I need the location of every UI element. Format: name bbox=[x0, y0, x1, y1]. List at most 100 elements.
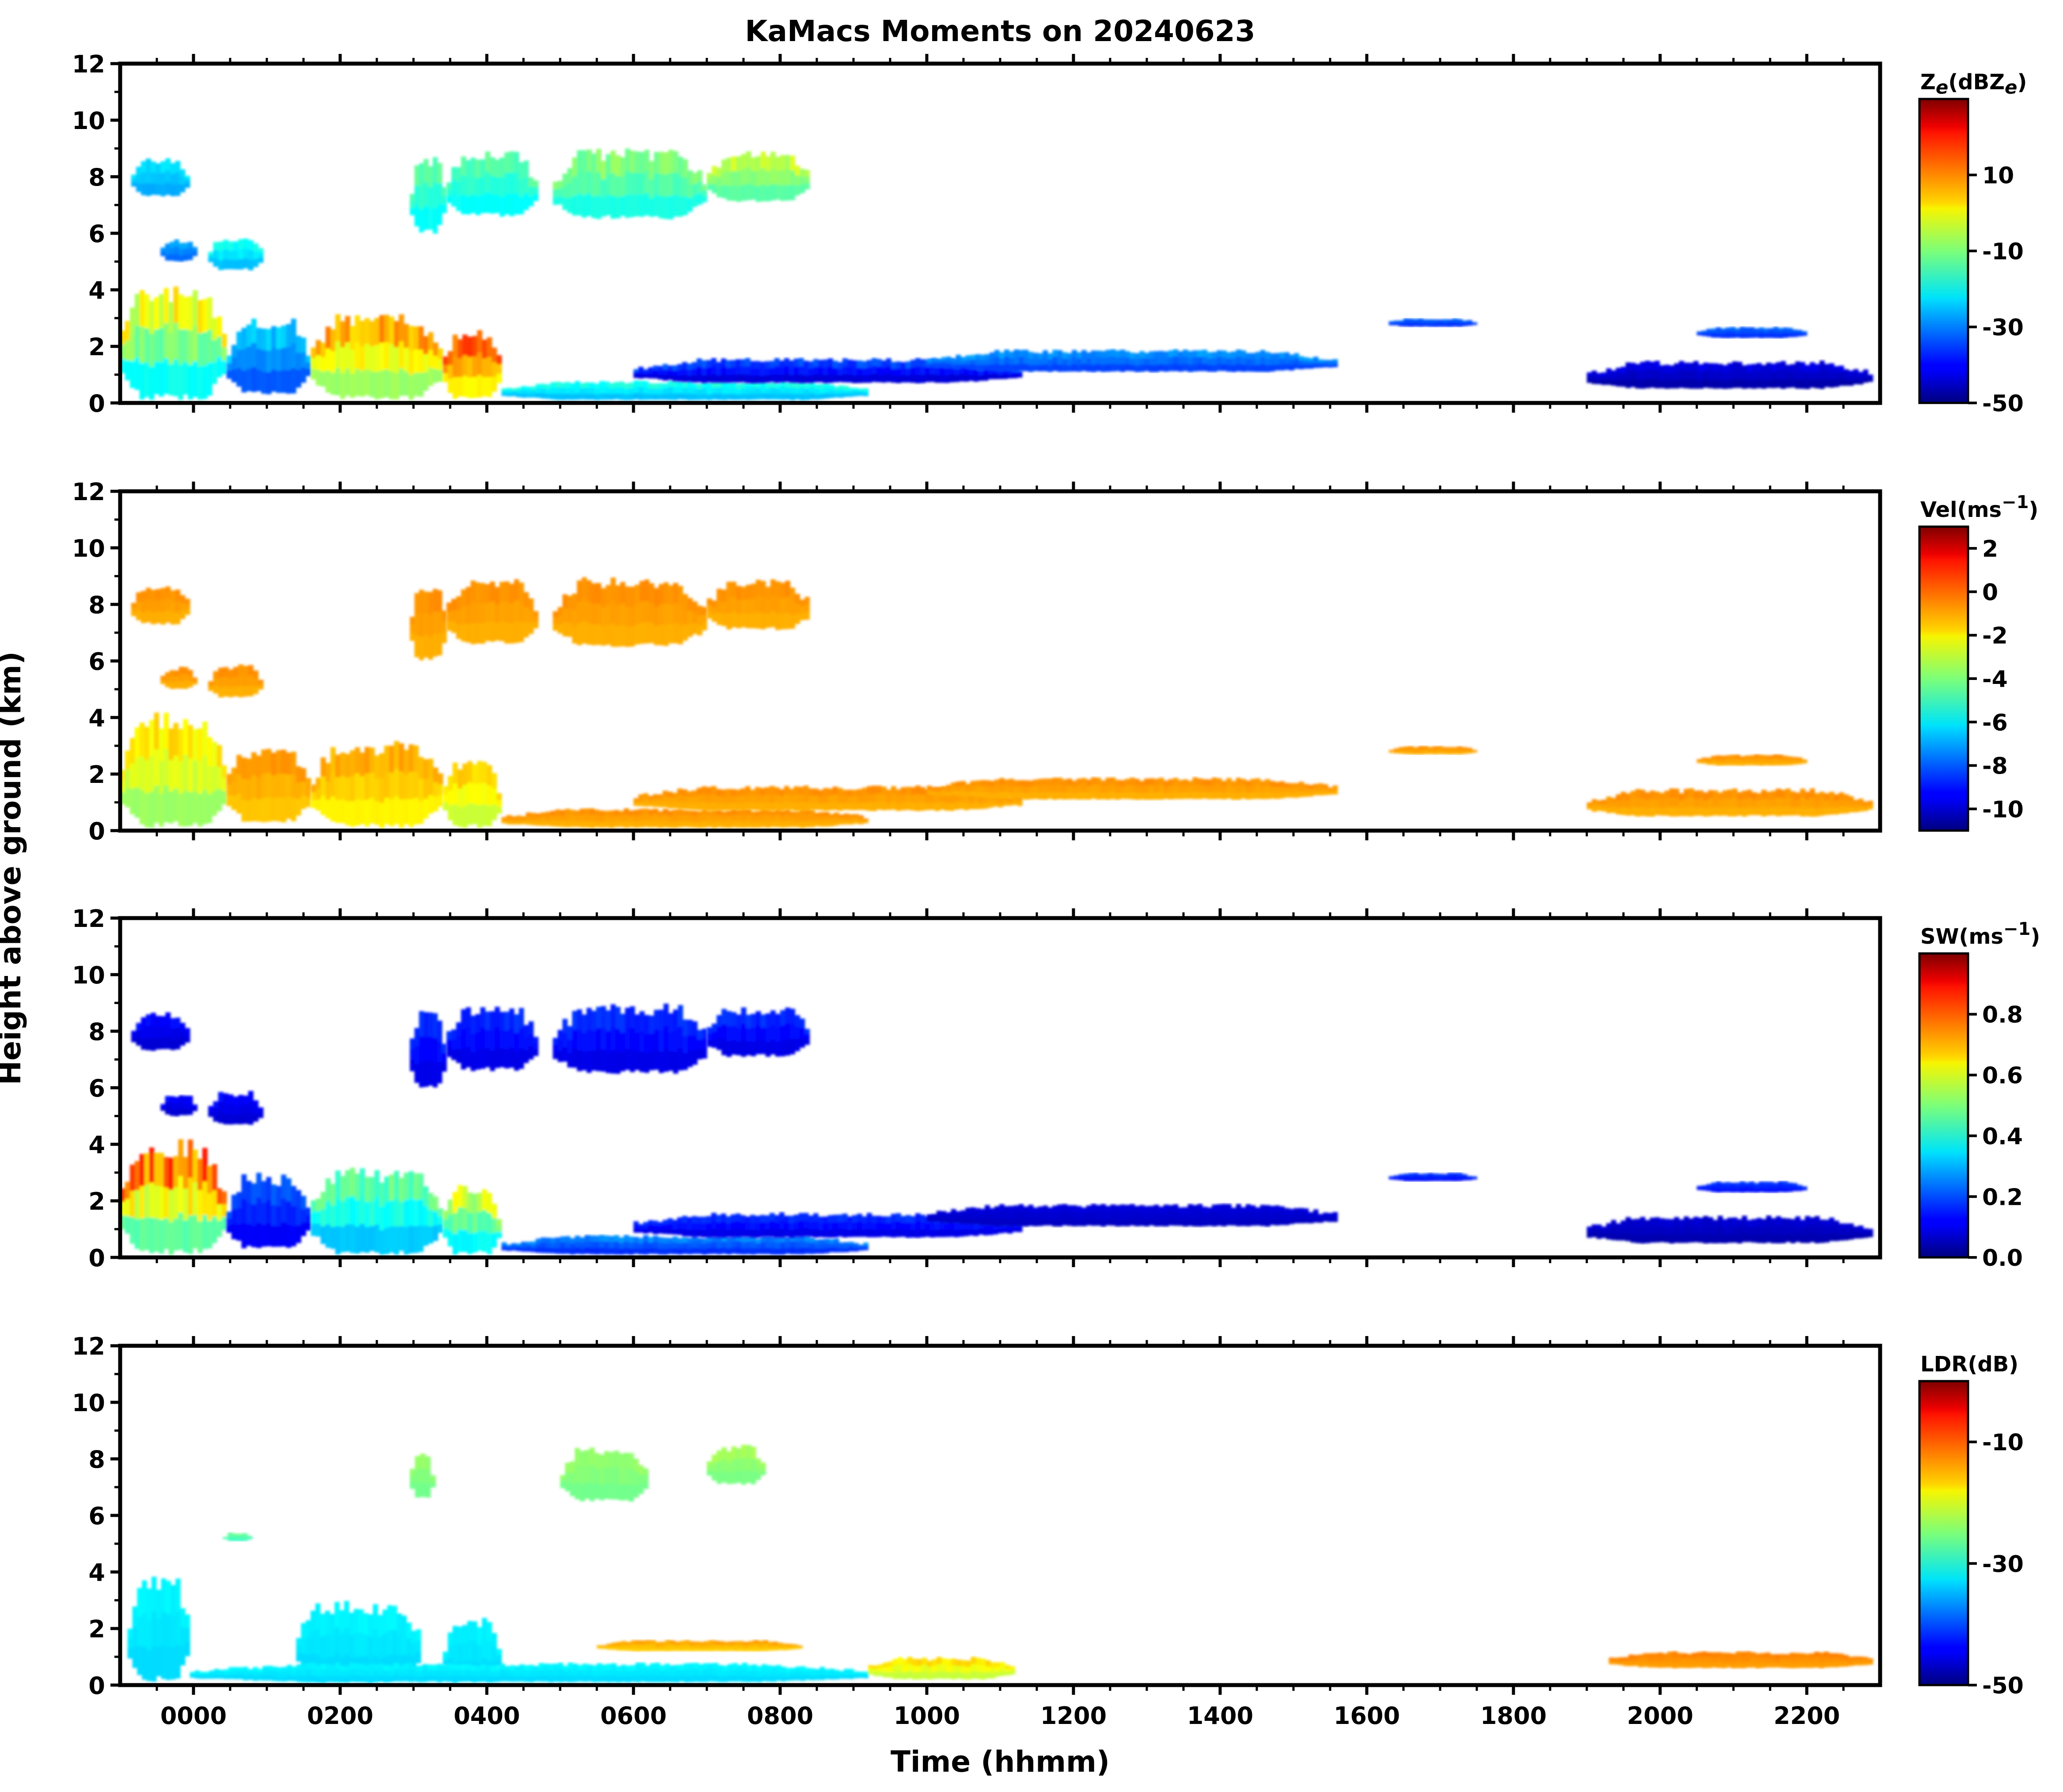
echo-feature bbox=[208, 1091, 264, 1125]
y-tick-label: 12 bbox=[72, 1333, 105, 1360]
x-tick-label: 1800 bbox=[1480, 1702, 1547, 1730]
y-tick-label: 8 bbox=[88, 591, 105, 619]
y-tick-label: 8 bbox=[88, 163, 105, 191]
y-tick-label: 10 bbox=[72, 535, 105, 562]
x-tick-label: 1000 bbox=[894, 1702, 960, 1730]
echo-feature bbox=[1587, 1215, 1873, 1244]
x-tick-label: 0600 bbox=[600, 1702, 667, 1730]
echo-feature bbox=[927, 777, 1338, 800]
echo-feature bbox=[501, 380, 868, 401]
echo-feature bbox=[160, 1095, 198, 1116]
echo-feature bbox=[927, 1204, 1338, 1227]
colorbar-tick-label: 0 bbox=[1982, 579, 1998, 606]
echo-feature bbox=[927, 349, 1338, 372]
echo-feature bbox=[446, 1006, 539, 1071]
colorbar-tick-label: -30 bbox=[1982, 315, 2024, 341]
echo-feature bbox=[208, 664, 264, 698]
y-tick-label: 10 bbox=[72, 1389, 105, 1417]
echo-feature bbox=[1697, 327, 1807, 338]
echo-feature bbox=[443, 330, 502, 399]
y-tick-label: 8 bbox=[88, 1446, 105, 1473]
x-tick-label: 1600 bbox=[1334, 1702, 1400, 1730]
echo-feature bbox=[1587, 361, 1873, 389]
echo-feature bbox=[1388, 746, 1477, 755]
figure-title: KaMacs Moments on 20240623 bbox=[745, 14, 1255, 48]
echo-feature bbox=[443, 1185, 502, 1255]
panel-vel: 0 2 4 6 8 10 12 -10 -8 -6 -4 -2 0 2 Vel(ms−1) bbox=[72, 478, 2039, 845]
x-tick-label: 2000 bbox=[1627, 1702, 1693, 1730]
x-tick-label: 0400 bbox=[454, 1702, 520, 1730]
colorbar-tick-label: -10 bbox=[1982, 1430, 2024, 1456]
echo-feature bbox=[120, 712, 227, 828]
y-tick-label: 0 bbox=[88, 1244, 105, 1272]
colorbar-tick-label: -10 bbox=[1982, 797, 2024, 823]
panel-ze: 0 2 4 6 8 10 12 -50 -30 -10 10 Ze(dBZe) bbox=[72, 50, 2027, 418]
colorbar-tick-label: -8 bbox=[1982, 753, 2008, 780]
colorbar-tick-label: 0.6 bbox=[1982, 1063, 2023, 1089]
echo-feature bbox=[410, 1454, 436, 1498]
colorbar bbox=[1918, 525, 1969, 832]
y-tick-label: 4 bbox=[88, 277, 105, 304]
echo-layer bbox=[120, 1003, 1873, 1255]
echo-feature bbox=[553, 148, 707, 220]
echo-feature bbox=[226, 749, 311, 823]
echo-feature bbox=[446, 579, 539, 645]
colorbar-title: SW(ms−1) bbox=[1920, 919, 2040, 949]
echo-feature bbox=[1587, 788, 1873, 817]
y-tick-label: 6 bbox=[88, 1502, 105, 1530]
echo-feature bbox=[410, 1011, 447, 1088]
colorbar-title: LDR(dB) bbox=[1920, 1352, 2018, 1377]
colorbar-title: Ze(dBZe) bbox=[1920, 70, 2027, 98]
y-axis-label: Height above ground (km) bbox=[0, 651, 27, 1085]
echo-feature bbox=[131, 586, 190, 625]
echo-feature bbox=[633, 785, 1023, 811]
echo-feature bbox=[120, 286, 227, 400]
echo-feature bbox=[1697, 1181, 1807, 1193]
colorbar-tick-label: 2 bbox=[1982, 536, 1998, 562]
y-tick-label: 10 bbox=[72, 107, 105, 135]
echo-feature bbox=[707, 1445, 766, 1485]
echo-feature bbox=[1697, 754, 1807, 766]
y-tick-label: 6 bbox=[88, 1074, 105, 1102]
y-tick-label: 12 bbox=[72, 905, 105, 933]
x-tick-label: 1400 bbox=[1187, 1702, 1253, 1730]
echo-layer bbox=[120, 577, 1873, 828]
echo-feature bbox=[190, 1662, 868, 1683]
echo-feature bbox=[160, 667, 198, 689]
y-tick-label: 2 bbox=[88, 1615, 105, 1643]
echo-feature bbox=[311, 314, 444, 400]
echo-layer bbox=[120, 148, 1873, 401]
echo-feature bbox=[120, 1139, 227, 1255]
echo-layer bbox=[127, 1445, 1873, 1683]
echo-feature bbox=[410, 588, 447, 661]
x-axis-label: Time (hhmm) bbox=[891, 1745, 1110, 1779]
echo-feature bbox=[223, 1532, 253, 1541]
echo-feature bbox=[1608, 1651, 1873, 1669]
y-tick-label: 0 bbox=[88, 817, 105, 845]
y-tick-label: 10 bbox=[72, 961, 105, 989]
colorbar-tick-label: 10 bbox=[1982, 163, 2014, 189]
x-tick-label: 0200 bbox=[307, 1702, 373, 1730]
colorbar-tick-label: 0.4 bbox=[1982, 1124, 2023, 1150]
y-tick-label: 0 bbox=[88, 1672, 105, 1700]
x-tick-label: 0800 bbox=[747, 1702, 813, 1730]
echo-feature bbox=[553, 577, 707, 647]
echo-feature bbox=[707, 579, 810, 630]
echo-feature bbox=[311, 741, 444, 828]
colorbar bbox=[1918, 952, 1969, 1259]
y-tick-label: 4 bbox=[88, 704, 105, 732]
x-tick-label: 0000 bbox=[160, 1702, 227, 1730]
colorbar-title: Vel(ms−1) bbox=[1920, 492, 2038, 522]
echo-feature bbox=[127, 1576, 190, 1682]
echo-feature bbox=[226, 319, 311, 395]
y-tick-label: 12 bbox=[72, 478, 105, 506]
y-tick-label: 2 bbox=[88, 1188, 105, 1215]
echo-feature bbox=[311, 1168, 444, 1255]
colorbar bbox=[1918, 98, 1969, 404]
colorbar-tick-label: -50 bbox=[1982, 391, 2024, 417]
colorbar-tick-label: -6 bbox=[1982, 710, 2008, 736]
colorbar-tick-label: 0.2 bbox=[1982, 1184, 2023, 1211]
echo-feature bbox=[633, 1212, 1023, 1238]
y-tick-label: 2 bbox=[88, 761, 105, 789]
